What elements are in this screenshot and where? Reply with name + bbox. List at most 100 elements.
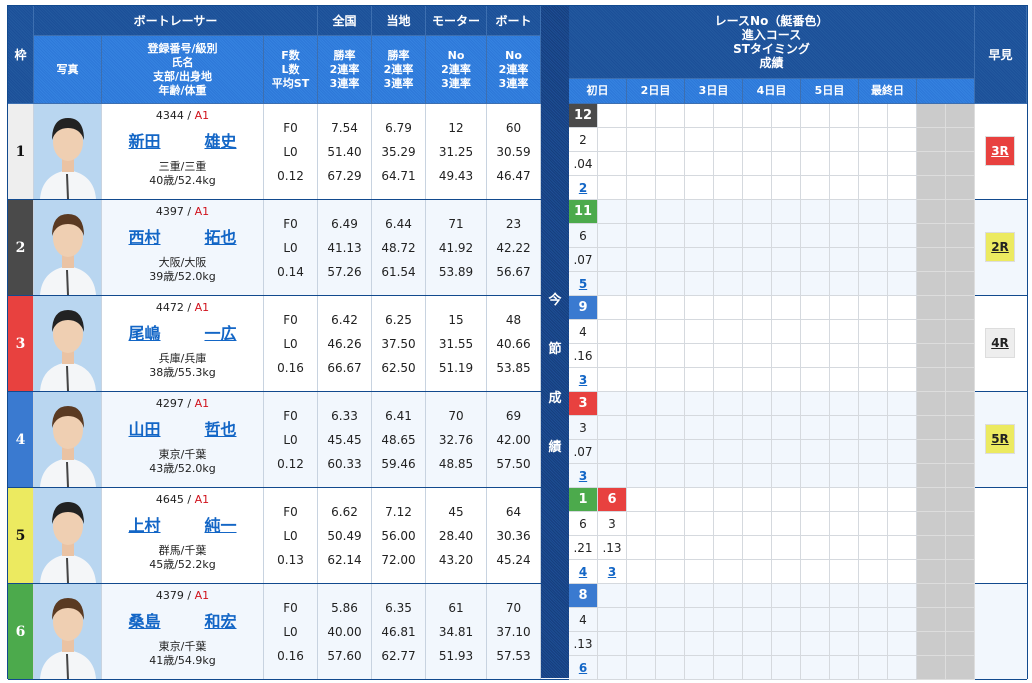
result-cell	[888, 584, 917, 608]
result-cell	[830, 656, 859, 680]
result-cell	[801, 440, 830, 464]
result-cell	[830, 152, 859, 176]
boat-sub-header-line: 2連率	[498, 62, 529, 76]
result-cell	[714, 248, 743, 272]
local-header-line: 当地	[386, 13, 411, 28]
result-cell	[627, 368, 656, 392]
entry-course: 6	[569, 512, 598, 536]
result-cell	[830, 224, 859, 248]
result-cell	[801, 128, 830, 152]
boat-value: 30.59	[496, 144, 531, 159]
loc-value: 48.72	[381, 240, 416, 255]
stat-st: 0.14	[277, 264, 304, 279]
racer-name-link[interactable]: 桑島 和宏	[129, 608, 237, 632]
loc-stats: 6.79 35.29 64.71	[372, 104, 426, 199]
result-cell	[917, 104, 946, 128]
result-cell	[801, 536, 830, 560]
motor-value: 48.85	[438, 456, 474, 471]
racer-row: 4 4297 / A1 山田 哲也 東京/千葉 43歳/52.0kg F0 L0 0.12 6.3…	[8, 392, 1027, 488]
race-result-link[interactable]: 3	[578, 372, 588, 387]
loc-value: 46.81	[381, 624, 416, 639]
motor-stats: 61 34.81 51.93	[426, 584, 487, 679]
result-cell	[917, 248, 946, 272]
racer-info: 4397 / A1 西村 拓也 大阪/大阪 39歳/52.0kg	[102, 200, 264, 295]
result-cell	[859, 608, 888, 632]
fl-stats: F0 L0 0.14	[264, 200, 318, 295]
boat-sub-header-line: 3連率	[498, 76, 529, 90]
result-cell	[714, 176, 743, 200]
frame-number: 6	[8, 584, 34, 679]
result-cell	[685, 560, 714, 584]
race-result-link[interactable]: 2	[578, 180, 588, 195]
entry-course: 2	[569, 128, 598, 152]
boat-value: 53.85	[496, 360, 531, 375]
current-series-label: 今節成績	[541, 6, 569, 678]
result-cell	[772, 608, 801, 632]
result-cell	[859, 488, 888, 512]
result-cell	[656, 368, 685, 392]
racer-name-link[interactable]: 山田 哲也	[129, 416, 237, 440]
photo-header-line: 写真	[56, 62, 79, 76]
result-cell	[656, 560, 685, 584]
loc-value: 61.54	[381, 264, 416, 279]
result-cell	[917, 632, 946, 656]
hayami-link[interactable]: 4R	[985, 328, 1015, 358]
surname: 尾嶋	[128, 324, 161, 343]
loc-value: 59.46	[381, 456, 416, 471]
racer-name-link[interactable]: 上村 純一	[129, 512, 237, 536]
result-cell	[946, 608, 975, 632]
race-result-link[interactable]: 5	[578, 276, 588, 291]
result-cell	[801, 344, 830, 368]
result-cell	[598, 656, 627, 680]
racer-name-link[interactable]: 西村 拓也	[129, 224, 237, 248]
result-cell	[656, 320, 685, 344]
result-cell	[859, 344, 888, 368]
result-cell	[946, 104, 975, 128]
nat-value: 5.86	[331, 600, 358, 615]
result-cell	[598, 416, 627, 440]
result-cell	[714, 200, 743, 224]
result-cell	[772, 368, 801, 392]
result-cell	[917, 608, 946, 632]
result-cell	[801, 368, 830, 392]
nat-value: 51.40	[327, 144, 362, 159]
given-name: 拓也	[204, 228, 237, 247]
result-cell	[656, 128, 685, 152]
result-cell	[801, 224, 830, 248]
race-result-link[interactable]: 3	[607, 564, 617, 579]
loc-value: 62.77	[381, 648, 416, 663]
boat-value: 69	[505, 408, 522, 423]
branch-birthplace: 東京/千葉	[158, 448, 207, 461]
result-cell	[598, 464, 627, 488]
result-cell	[656, 584, 685, 608]
result-cell	[801, 464, 830, 488]
result-cell	[830, 104, 859, 128]
boat-stats: 64 30.36 45.24	[487, 488, 541, 583]
race-result-link[interactable]: 3	[578, 468, 588, 483]
racer-name-link[interactable]: 新田 雄史	[129, 128, 237, 152]
result-cell	[830, 296, 859, 320]
nat-stats: 6.49 41.13 57.26	[318, 200, 372, 295]
hayami-link[interactable]: 2R	[985, 232, 1015, 262]
racer-name-link[interactable]: 尾嶋 一広	[129, 320, 237, 344]
race-result-link[interactable]: 4	[578, 564, 588, 579]
hayami-link[interactable]: 5R	[985, 424, 1015, 454]
result-cell	[743, 224, 772, 248]
hayami-link[interactable]: 3R	[985, 136, 1015, 166]
result-cell	[743, 248, 772, 272]
result-cell	[888, 224, 917, 248]
fl-stats: F0 L0 0.12	[264, 392, 318, 487]
race-result-link[interactable]: 6	[578, 660, 588, 675]
st-timing: .04	[569, 152, 598, 176]
stat-f: F0	[283, 120, 298, 135]
result-cell	[714, 632, 743, 656]
result-cell	[801, 104, 830, 128]
result-cell	[946, 224, 975, 248]
result-cell	[743, 320, 772, 344]
result-cell	[888, 368, 917, 392]
result-cell	[859, 656, 888, 680]
motor-stats: 70 32.76 48.85	[426, 392, 487, 487]
result-cell	[801, 584, 830, 608]
given-name: 一広	[204, 324, 237, 343]
boat-value: 70	[505, 600, 522, 615]
